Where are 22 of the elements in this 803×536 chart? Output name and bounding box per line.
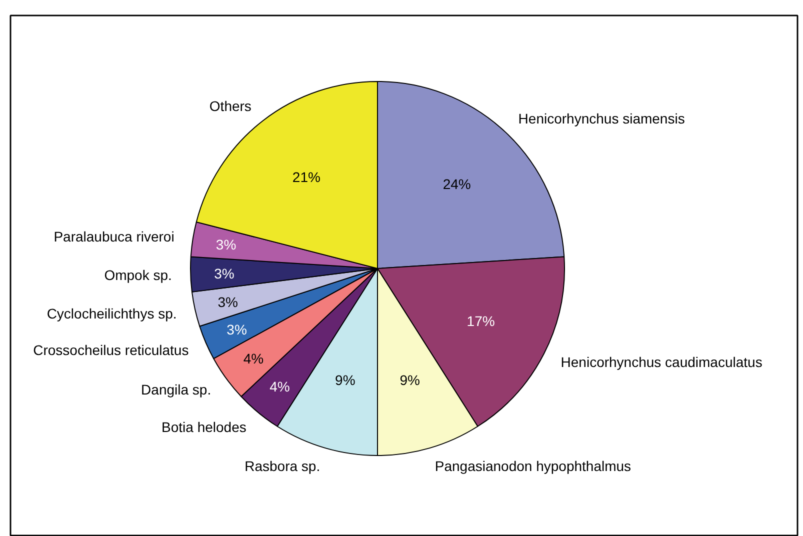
slice-label: Cyclocheilichthys sp. bbox=[46, 305, 177, 322]
data-label: 17% bbox=[466, 313, 495, 330]
slice-label: Pangasianodon hypophthalmus bbox=[434, 458, 632, 474]
data-label: 4% bbox=[243, 350, 264, 367]
slice-label: Botia helodes bbox=[162, 418, 246, 435]
slice-label: Ompok sp. bbox=[104, 266, 172, 283]
data-label: 9% bbox=[400, 372, 420, 388]
slice-label: Henicorhynchus caudimaculatus bbox=[560, 354, 762, 370]
data-label: 3% bbox=[214, 265, 234, 282]
slice-label: Others bbox=[209, 98, 252, 114]
slice-label: Crossocheilus reticulatus bbox=[33, 342, 189, 358]
slice-label: Paralaubuca riveroi bbox=[54, 228, 174, 244]
data-label: 21% bbox=[292, 168, 320, 185]
data-label: 4% bbox=[270, 378, 290, 395]
data-label: 3% bbox=[216, 236, 236, 253]
data-label: 3% bbox=[218, 294, 238, 310]
slice-label: Dangila sp. bbox=[141, 381, 212, 398]
data-label: 24% bbox=[442, 176, 471, 192]
slice-label: Rasbora sp. bbox=[244, 458, 320, 474]
data-label: 3% bbox=[226, 321, 247, 338]
slice-label: Henicorhynchus siamensis bbox=[518, 110, 685, 127]
data-label: 9% bbox=[335, 372, 356, 388]
